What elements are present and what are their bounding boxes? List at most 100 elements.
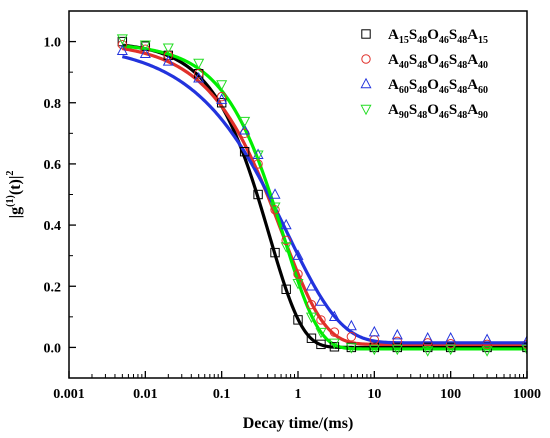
legend-label-subscript: 40 [478,60,488,71]
data-point-square [306,333,317,343]
data-point-triangle-up [368,325,380,337]
fit-curve-triangle-down [122,44,527,351]
fit-curve-triangle-up [121,55,527,345]
data-point-square [270,247,280,258]
data-point-square [329,342,340,352]
legend-label-subscript: 40 [399,60,409,71]
legend-label-subscript: 60 [399,85,409,96]
data-point-triangle-up [193,72,205,83]
data-point-triangle-up [116,44,128,55]
legend-label-letter: O [427,52,439,68]
data-point-circle [306,299,317,310]
legend-label: A40S48O46S48A40 [388,52,488,71]
data-point-triangle-down [239,116,251,128]
legend-label-letter: S [449,27,457,43]
legend: A15S48O46S48A15A40S48O46S48A40A60S48O46S… [360,27,488,121]
legend-label-letter: S [409,27,417,43]
data-point-triangle-up [162,55,174,66]
data-point-square [293,315,303,325]
legend-label-letter: O [427,27,439,43]
data-point-triangle-down [305,312,317,324]
data-point-triangle-down [280,242,292,253]
x-tick-label: 0.01 [133,387,158,402]
x-axis-label: Decay time/(ms) [243,415,354,432]
legend-label-letter: S [409,77,417,93]
legend-label-subscript: 48 [417,110,427,121]
data-point-triangle-down [422,346,434,357]
y-axis-label-part-4: 2 [5,171,16,176]
data-point-triangle-up [521,335,527,346]
x-tick-label: 1000 [513,387,541,402]
data-point-circle [482,339,492,350]
data-point-circle [216,91,227,102]
legend-label-letter: A [388,27,399,43]
legend-label-letter: S [449,52,457,68]
y-tick-label: 0.8 [44,97,62,112]
data-point-triangle-down [481,346,493,357]
legend-label: A60S48O46S48A60 [388,77,488,96]
legend-label-letter: S [449,102,457,118]
y-axis-label-part-3: (t)| [7,176,24,196]
data-markers [116,34,527,357]
data-point-triangle-down [116,34,128,45]
legend-label: A90S48O46S48A90 [388,102,488,121]
y-tick-label: 1.0 [44,36,62,51]
axis-ticks [68,10,528,379]
legend-label-letter: S [409,52,417,68]
data-point-triangle-down [193,58,205,70]
data-point-triangle-down [269,202,281,214]
x-tick-label: 1 [295,387,302,402]
legend-marker-triangle-up [360,77,372,89]
data-point-triangle-up [252,148,264,159]
data-point-triangle-down [252,150,264,162]
data-point-circle [316,315,326,325]
y-axis-label-part-2: (1) [5,195,16,207]
data-point-triangle-down [315,327,327,339]
legend-label-subscript: 46 [439,110,449,121]
tick-labels: 0.001 0.01 0.1 1 10 100 1000 0.0 0.2 0.4 0.6 0.8 1.0 [44,36,542,402]
data-point-triangle-up [216,93,228,104]
legend-label-letter: A [467,77,478,93]
data-point-triangle-up [345,319,357,331]
data-point-triangle-up [445,331,457,343]
data-point-triangle-down [216,80,228,91]
data-point-triangle-down [445,344,457,356]
data-point-circle [193,68,204,79]
data-point-triangle-up [391,328,403,340]
data-point-circle [163,50,174,61]
data-point-triangle-down [345,343,357,354]
y-tick-label: 0.0 [44,341,62,356]
data-point-circle [281,235,291,246]
legend-label-subscript: 90 [478,110,488,121]
legend-label-subscript: 48 [417,60,427,71]
y-axis-label-part-1: |g [7,207,24,219]
y-tick-label: 0.6 [44,158,62,173]
data-point-triangle-down [368,344,380,356]
data-point-circle [346,332,357,342]
data-point-circle [293,269,303,279]
legend-label-letter: A [388,102,399,118]
legend-label: A15S48O46S48A15 [388,27,488,46]
data-point-square [445,342,456,353]
data-point-square [253,189,263,200]
legend-label-subscript: 46 [439,35,449,46]
legend-label-letter: A [467,102,478,118]
data-point-circle [445,339,456,349]
legend-label-letter: S [409,102,417,118]
data-point-square [369,342,380,353]
legend-label-subscript: 48 [417,35,427,46]
legend-label-subscript: 15 [478,35,488,46]
legend-label-letter: A [388,77,399,93]
legend-label-subscript: 48 [457,35,467,46]
legend-label-subscript: 48 [457,60,467,71]
legend-label-letter: O [427,77,439,93]
legend-label-subscript: 46 [439,60,449,71]
data-point-circle [270,205,280,215]
data-point-square [281,284,291,295]
legend-label-letter: S [449,77,457,93]
x-tick-label: 10 [367,387,381,402]
legend-label-subscript: 48 [417,85,427,96]
data-point-triangle-down [292,278,304,290]
data-point-triangle-up [422,331,434,343]
legend-label-letter: O [427,102,439,118]
